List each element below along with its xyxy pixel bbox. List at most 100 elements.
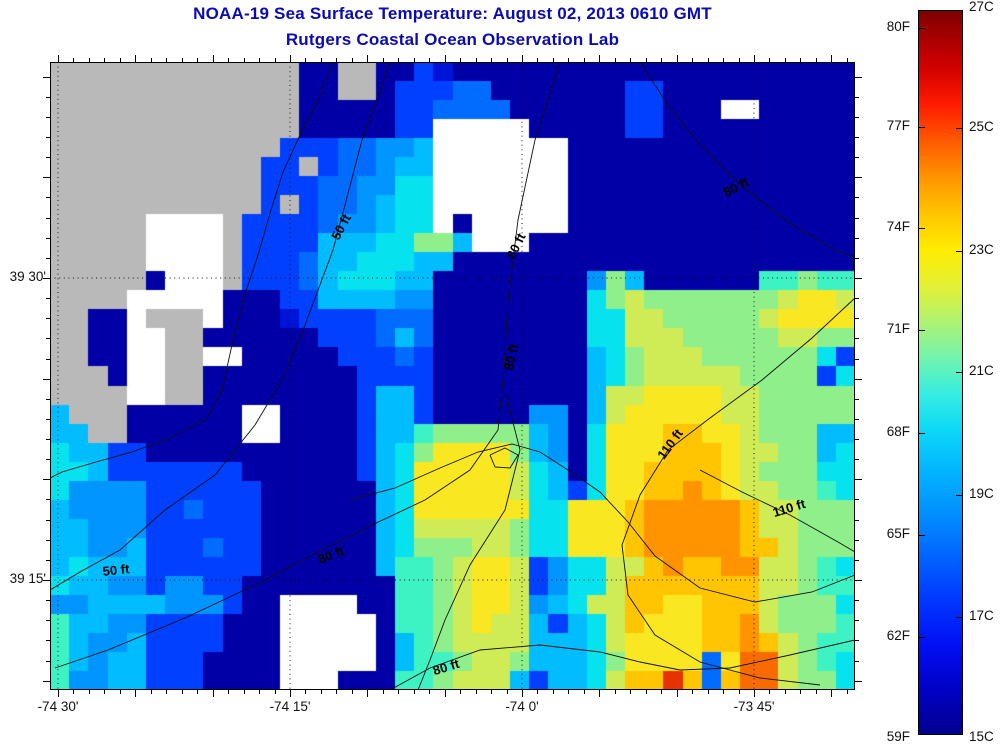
y-tick	[46, 318, 50, 320]
y-tick	[46, 237, 50, 239]
x-tick	[815, 58, 817, 62]
y-tick	[46, 338, 50, 340]
colorbar-tick-c	[956, 251, 962, 252]
x-tick	[274, 690, 276, 694]
y-tick	[855, 318, 859, 320]
colorbar-tick-f	[919, 433, 925, 434]
x-tick-label: -74 0'	[505, 699, 539, 714]
y-tick	[46, 358, 50, 360]
x-tick	[583, 58, 585, 62]
x-tick	[166, 690, 168, 694]
y-tick	[46, 640, 50, 642]
x-tick	[738, 58, 740, 62]
x-tick	[259, 690, 261, 694]
y-tick	[855, 237, 859, 239]
plot-frame	[50, 62, 855, 690]
x-tick	[614, 58, 616, 62]
colorbar-tick-f	[919, 228, 925, 229]
y-tick	[855, 278, 862, 279]
x-tick	[522, 690, 523, 697]
x-tick	[599, 55, 601, 62]
colorbar-celsius-label: 19C	[969, 486, 994, 501]
x-tick	[846, 690, 848, 694]
y-tick	[46, 137, 50, 139]
y-tick	[46, 398, 50, 400]
x-tick	[398, 58, 400, 62]
y-tick	[855, 157, 859, 159]
x-tick	[661, 690, 663, 694]
x-tick	[444, 690, 446, 697]
x-tick	[104, 690, 106, 694]
y-tick	[855, 338, 859, 340]
x-tick	[181, 690, 183, 694]
y-tick	[855, 358, 859, 360]
x-tick	[243, 690, 245, 694]
x-tick	[769, 690, 771, 694]
x-tick	[800, 690, 802, 694]
x-tick-label: -73 45'	[733, 699, 775, 714]
x-tick	[320, 58, 322, 62]
figure-title: NOAA-19 Sea Surface Temperature: August …	[193, 4, 712, 23]
y-tick	[46, 519, 50, 521]
x-tick	[645, 58, 647, 62]
x-tick	[552, 58, 554, 62]
y-tick	[855, 579, 862, 581]
x-tick	[599, 690, 601, 697]
depth-contour-label: 50 ft	[101, 561, 131, 579]
x-tick	[150, 58, 152, 62]
x-tick	[568, 58, 570, 62]
y-tick	[855, 137, 859, 139]
x-tick	[119, 690, 121, 694]
x-tick	[506, 690, 508, 694]
x-tick	[73, 58, 75, 62]
y-tick	[46, 257, 50, 259]
colorbar-celsius-label: 21C	[969, 363, 994, 378]
y-tick	[46, 600, 50, 602]
y-tick	[43, 579, 50, 581]
x-tick	[336, 58, 338, 62]
colorbar-celsius-label: 25C	[969, 119, 994, 134]
x-tick	[583, 690, 585, 694]
x-tick	[259, 58, 261, 62]
y-tick	[43, 378, 50, 380]
colorbar-tick-f	[919, 28, 925, 29]
x-tick	[135, 690, 137, 697]
colorbar-celsius-label: 27C	[969, 0, 994, 14]
x-tick-label: -74 30'	[37, 699, 79, 714]
x-tick	[800, 58, 802, 62]
y-tick	[855, 459, 859, 461]
y-tick	[855, 499, 859, 501]
y-tick	[855, 600, 859, 602]
x-tick	[228, 58, 230, 62]
x-tick	[676, 55, 678, 62]
colorbar-fahrenheit-label: 59F	[886, 729, 910, 744]
x-tick	[413, 58, 415, 62]
y-tick	[46, 559, 50, 561]
x-tick	[305, 58, 307, 62]
x-tick	[692, 58, 694, 62]
colorbar-celsius-label: 17C	[969, 608, 994, 623]
y-tick	[46, 620, 50, 622]
x-tick	[212, 690, 214, 697]
x-tick	[831, 55, 833, 62]
y-tick-label: 39 30'	[9, 269, 46, 284]
x-tick	[58, 690, 59, 697]
x-tick	[630, 58, 632, 62]
x-tick	[738, 690, 740, 694]
colorbar-tick-c	[956, 495, 962, 496]
x-tick	[676, 690, 678, 697]
colorbar-tick-c	[956, 372, 962, 373]
y-tick	[855, 479, 862, 481]
y-tick	[46, 116, 50, 118]
x-tick	[274, 58, 276, 62]
y-tick	[855, 76, 862, 78]
x-tick	[367, 690, 369, 697]
y-tick	[855, 197, 859, 199]
x-tick	[150, 690, 152, 694]
x-tick	[506, 58, 508, 62]
x-tick	[460, 58, 462, 62]
y-tick	[46, 660, 50, 662]
y-tick	[46, 439, 50, 441]
colorbar-fahrenheit-label: 68F	[886, 424, 910, 439]
